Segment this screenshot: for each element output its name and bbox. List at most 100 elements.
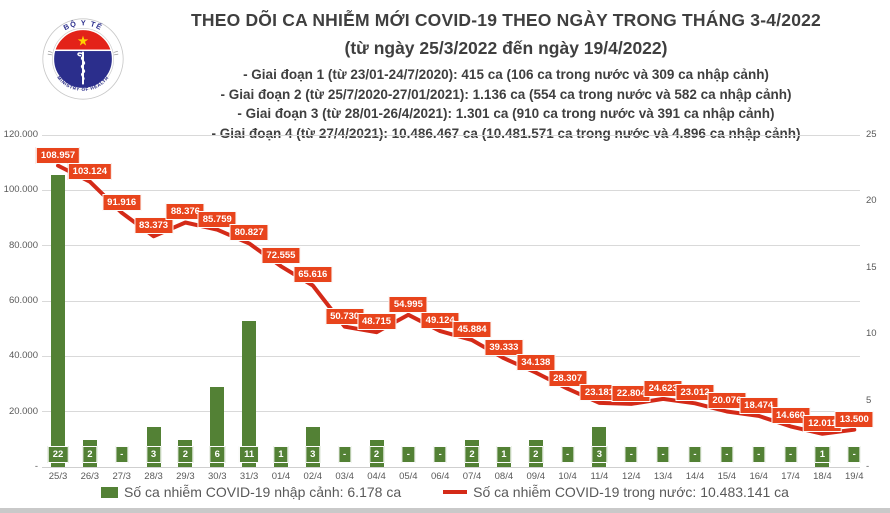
line-value-label: 24.623 bbox=[643, 379, 683, 397]
bar-value-label: 1 bbox=[496, 446, 512, 463]
bar-value-label: - bbox=[720, 446, 734, 463]
line-value-label: 48.715 bbox=[356, 313, 397, 331]
grid-line bbox=[42, 355, 860, 357]
imported-cases-bar bbox=[242, 320, 257, 467]
line-value-label: 83.373 bbox=[134, 217, 174, 235]
y-axis-tick-label: - bbox=[34, 461, 38, 472]
bar-value-label: - bbox=[847, 446, 861, 463]
phase-summary-list: - Giai đoạn 1 (từ 23/01-24/7/2020): 415 … bbox=[128, 65, 884, 143]
x-axis-tick-label: 30/3 bbox=[208, 471, 227, 482]
line-value-label: 39.333 bbox=[484, 339, 524, 357]
x-axis-tick-label: 01/4 bbox=[271, 471, 291, 482]
bar-value-label: 2 bbox=[528, 446, 544, 463]
bar-value-label: - bbox=[115, 446, 129, 463]
imported-cases-bar bbox=[51, 174, 65, 467]
grid-line bbox=[42, 245, 860, 247]
line-value-label: 72.555 bbox=[261, 247, 301, 265]
bottom-border-strip bbox=[0, 508, 890, 513]
domestic-cases-line bbox=[56, 163, 857, 436]
x-axis-tick-label: 10/4 bbox=[558, 471, 577, 482]
line-value-label: 85.759 bbox=[197, 210, 237, 228]
x-axis-tick-label: 19/4 bbox=[845, 471, 864, 482]
line-value-label: 108.957 bbox=[35, 146, 81, 164]
page-subtitle: (từ ngày 25/3/2022 đến ngày 19/4/2022) bbox=[344, 38, 668, 58]
line-value-label: 13.500 bbox=[834, 410, 874, 428]
bar-value-label: 3 bbox=[145, 446, 162, 463]
star-icon bbox=[77, 35, 89, 46]
svg-text:BỘ Y TẾ: BỘ Y TẾ bbox=[62, 18, 105, 32]
line-value-label: 45.884 bbox=[452, 321, 492, 339]
bar-value-label: 11 bbox=[239, 446, 260, 463]
rod-of-asclepius-icon bbox=[77, 51, 86, 85]
y2-axis-tick-label: 5 bbox=[866, 394, 872, 406]
x-axis-tick-label: 31/3 bbox=[239, 471, 259, 482]
line-legend-label: Số ca nhiễm COVID-19 trong nước: 10.483.… bbox=[473, 484, 789, 500]
bar-value-label: - bbox=[752, 446, 766, 463]
bar-value-label: 1 bbox=[273, 446, 289, 463]
line-value-label: 54.995 bbox=[388, 295, 428, 313]
logo-top-text: BỘ Y TẾ bbox=[62, 18, 104, 32]
x-axis-tick-label: 12/4 bbox=[622, 471, 641, 482]
x-axis-tick-label: 25/3 bbox=[48, 471, 68, 482]
phase-summary-4: - Giai đoạn 4 (từ 27/4/2021): 10.486.467… bbox=[211, 125, 801, 141]
report-header: THEO DÕI CA NHIỄM MỚI COVID-19 THEO NGÀY… bbox=[128, 10, 884, 143]
y2-axis-tick-label: - bbox=[866, 461, 870, 472]
x-axis-tick-label: 06/4 bbox=[430, 471, 450, 482]
covid-combo-chart: 120.000 100.000 80.000 60.000 40.000 20.000-2… bbox=[4, 129, 877, 482]
line-value-label: 34.138 bbox=[516, 353, 556, 371]
grid-line bbox=[42, 411, 860, 413]
bar-value-label: 2 bbox=[464, 446, 480, 463]
x-axis-tick-label: 15/4 bbox=[717, 471, 737, 482]
bar-value-label: - bbox=[338, 446, 352, 463]
bar-value-label: 2 bbox=[82, 446, 98, 463]
chart-legend: Số ca nhiễm COVID-19 nhập cảnh: 6.178 ca… bbox=[0, 484, 890, 500]
bar-value-label: 6 bbox=[209, 446, 225, 463]
moh-logo-icon: BỘ Y TẾ MINISTRY OF HEALTH bbox=[42, 18, 124, 100]
phase-summary-2: - Giai đoạn 2 (từ 25/7/2020-27/01/2021):… bbox=[220, 86, 792, 102]
phase-summary-3: - Giai đoạn 3 (từ 28/01-26/4/2021): 1.30… bbox=[237, 106, 775, 121]
x-axis-tick-label: 03/4 bbox=[335, 471, 354, 482]
x-axis-tick-label: 13/4 bbox=[653, 471, 673, 482]
bar-value-label: - bbox=[656, 446, 670, 463]
x-axis-tick-label: 14/4 bbox=[685, 471, 705, 482]
x-axis-tick-label: 27/3 bbox=[112, 471, 131, 482]
ministry-of-health-logo: BỘ Y TẾ MINISTRY OF HEALTH bbox=[42, 18, 124, 100]
bar-value-label: - bbox=[624, 446, 638, 463]
x-axis-tick-label: 05/4 bbox=[399, 471, 418, 482]
y-axis-tick-label: 60.000 bbox=[8, 295, 38, 306]
line-legend-swatch-icon bbox=[443, 490, 468, 494]
x-axis-tick-label: 09/4 bbox=[526, 471, 546, 482]
x-axis-tick-label: 16/4 bbox=[749, 471, 768, 482]
bar-legend-label: Số ca nhiễm COVID-19 nhập cảnh: 6.178 ca bbox=[124, 484, 402, 500]
bar-value-label: 3 bbox=[305, 446, 321, 463]
y-axis-tick-label: 80.000 bbox=[8, 239, 38, 251]
y2-axis-tick-label: 20 bbox=[866, 195, 877, 207]
bar-value-label: 2 bbox=[368, 446, 385, 463]
x-axis-tick-label: 11/4 bbox=[590, 471, 609, 482]
bar-value-label: 1 bbox=[814, 446, 831, 463]
bar-value-label: - bbox=[688, 446, 702, 463]
y-axis-tick-label: 100.000 bbox=[3, 184, 38, 196]
line-value-label: 91.916 bbox=[102, 193, 142, 211]
y2-axis-tick-label: 10 bbox=[866, 328, 877, 340]
x-axis-tick-label: 17/4 bbox=[781, 471, 800, 482]
y-axis-tick-label: 40.000 bbox=[8, 350, 38, 362]
grid-line bbox=[42, 134, 860, 136]
x-axis-tick-label: 26/3 bbox=[80, 471, 100, 482]
page-title: THEO DÕI CA NHIỄM MỚI COVID-19 THEO NGÀY… bbox=[191, 10, 821, 30]
y-axis-tick-label: 20.000 bbox=[8, 405, 38, 417]
y-axis-tick-label: 120.000 bbox=[3, 129, 38, 140]
bar-value-label: - bbox=[783, 446, 798, 463]
grid-line bbox=[42, 466, 860, 468]
x-axis-tick-label: 29/3 bbox=[176, 471, 195, 482]
bar-legend-swatch-icon bbox=[101, 486, 119, 498]
bar-value-label: 2 bbox=[177, 446, 194, 463]
line-value-label: 18.474 bbox=[739, 396, 779, 414]
x-axis-tick-label: 08/4 bbox=[494, 471, 514, 482]
x-axis-tick-label: 02/4 bbox=[303, 471, 323, 482]
line-value-label: 80.827 bbox=[229, 224, 269, 242]
x-axis-tick-label: 18/4 bbox=[813, 471, 832, 482]
y2-axis-tick-label: 15 bbox=[866, 261, 877, 273]
x-axis-tick-label: 07/4 bbox=[462, 471, 482, 482]
